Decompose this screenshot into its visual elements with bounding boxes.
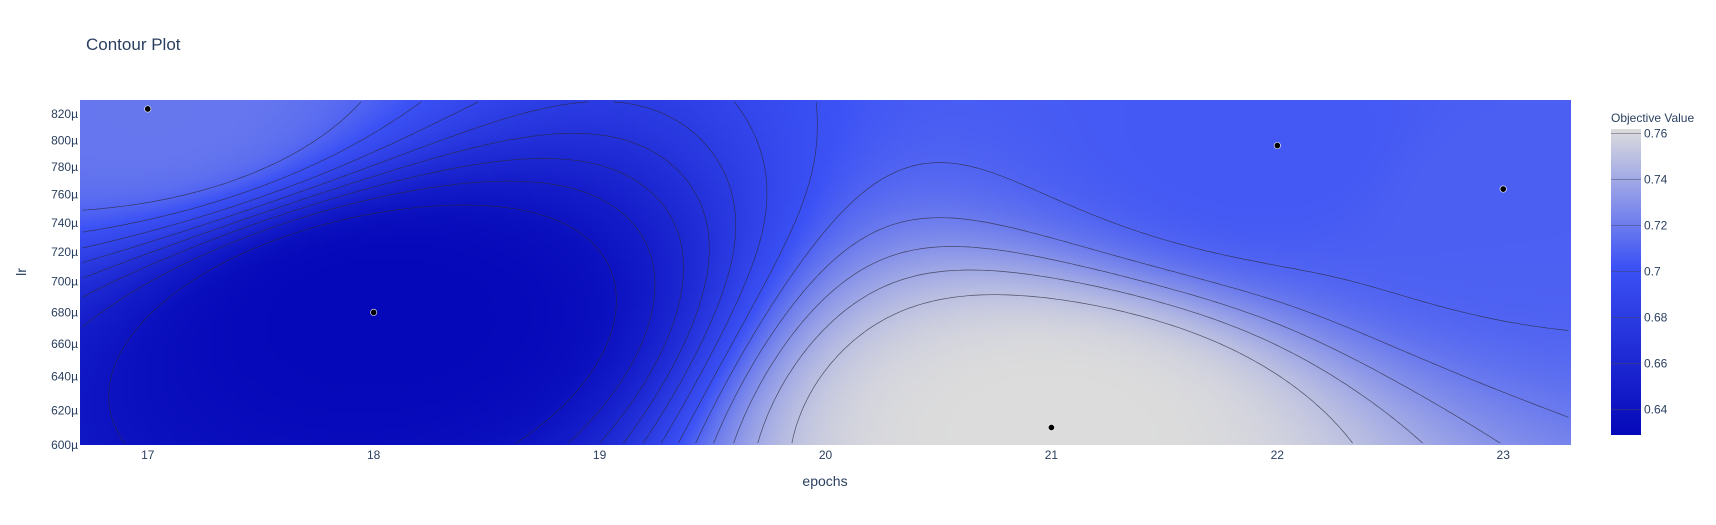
contour-line xyxy=(791,294,1353,444)
colorbar-tick-label: 0.64 xyxy=(1644,403,1668,417)
y-axis-title: lr xyxy=(13,268,29,276)
data-point xyxy=(1047,423,1055,431)
data-points xyxy=(144,105,1507,431)
data-point xyxy=(144,105,152,113)
y-tick-label: 620µ xyxy=(51,403,78,417)
colorbar-gradient xyxy=(1611,129,1641,435)
contour-line xyxy=(108,204,617,444)
x-tick-label: 17 xyxy=(141,448,155,462)
contour-fill xyxy=(80,100,1571,445)
contour-line xyxy=(82,101,818,444)
contour-line xyxy=(757,269,1423,444)
y-tick-label: 820µ xyxy=(51,107,78,121)
plot-area[interactable] xyxy=(80,100,1571,445)
contour-line xyxy=(82,101,737,444)
y-tick-label: 720µ xyxy=(51,245,78,259)
contour-line xyxy=(82,180,656,444)
y-tick-label: 640µ xyxy=(51,370,78,384)
contour-line xyxy=(82,158,684,444)
data-point xyxy=(370,308,378,316)
y-tick-label: 660µ xyxy=(51,337,78,351)
contour-line xyxy=(713,217,1569,444)
y-tick-label: 800µ xyxy=(51,133,78,147)
x-tick-label: 18 xyxy=(367,448,381,462)
contour-lines xyxy=(82,101,1569,444)
colorbar-tick-label: 0.76 xyxy=(1644,127,1668,141)
y-axis-ticks: 600µ 620µ 640µ 660µ 680µ 700µ 720µ 740µ 760µ 780µ… xyxy=(51,107,78,452)
y-tick-label: 760µ xyxy=(51,188,78,202)
contour-line xyxy=(82,101,768,444)
y-tick-label: 780µ xyxy=(51,160,78,174)
chart-title: Contour Plot xyxy=(86,35,181,54)
x-tick-label: 23 xyxy=(1497,448,1511,462)
colorbar-tick-label: 0.7 xyxy=(1644,265,1661,279)
colorbar-tick-label: 0.68 xyxy=(1644,311,1668,325)
colorbar-tick-label: 0.66 xyxy=(1644,357,1668,371)
contour-line xyxy=(733,246,1501,444)
x-axis-title: epochs xyxy=(802,473,847,489)
colorbar-title: Objective Value xyxy=(1611,111,1694,125)
x-tick-label: 22 xyxy=(1271,448,1285,462)
y-tick-label: 680µ xyxy=(51,305,78,319)
contour-line xyxy=(82,101,1569,444)
colorbar-tick-label: 0.72 xyxy=(1644,219,1668,233)
y-tick-label: 740µ xyxy=(51,216,78,230)
colorbar: Objective Value 0.640.660.680.70.720.740… xyxy=(1611,111,1694,435)
colorbar-ticks: 0.64 0.66 0.68 0.7 0.72 0.74 0.76 xyxy=(1611,127,1668,417)
data-point xyxy=(1273,142,1281,150)
x-tick-label: 19 xyxy=(593,448,607,462)
x-tick-label: 21 xyxy=(1045,448,1059,462)
contour-line xyxy=(82,132,710,444)
y-tick-label: 700µ xyxy=(51,275,78,289)
colorbar-tick-label: 0.74 xyxy=(1644,173,1668,187)
data-point xyxy=(1499,185,1507,193)
x-axis-ticks: 17 18 19 20 21 22 23 xyxy=(141,448,1510,462)
y-tick-label: 600µ xyxy=(51,438,78,452)
x-tick-label: 20 xyxy=(819,448,833,462)
